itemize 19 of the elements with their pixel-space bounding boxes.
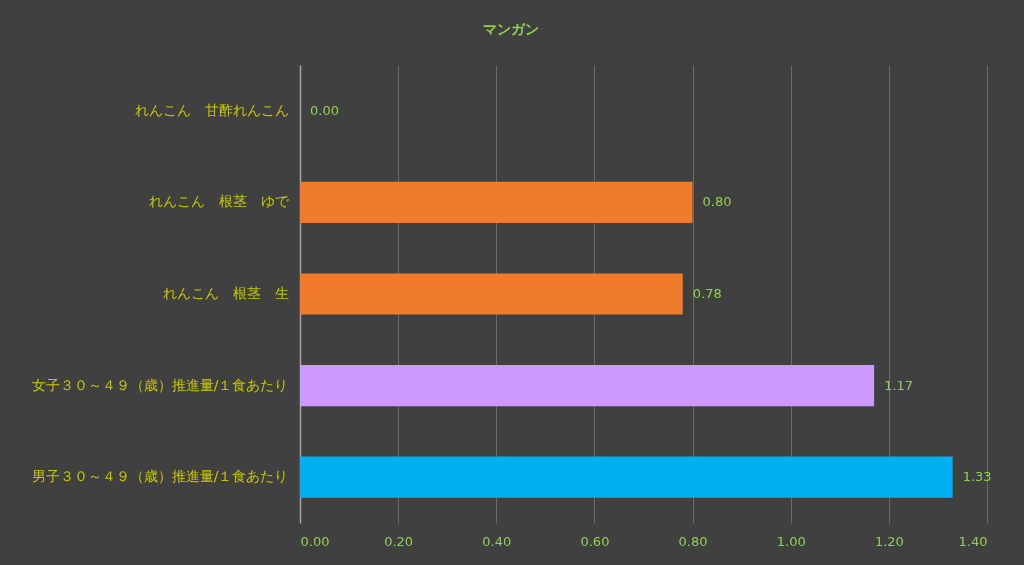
y-tick-label: 女子３０～４９（歳）推進量/１食あたり	[31, 376, 289, 393]
data-label: 0.80	[702, 194, 732, 210]
y-tick-label: れんこん 根茎 生	[162, 285, 289, 301]
x-tick-label: 0.80	[678, 533, 708, 549]
data-label: 1.33	[962, 469, 992, 485]
chart-title: マンガン	[483, 21, 540, 37]
y-tick-label: れんこん 甘酢れんこん	[134, 101, 289, 118]
y-tick-label: れんこん 根茎 ゆで	[148, 193, 290, 210]
x-tick-label: 1.20	[874, 533, 904, 549]
data-label: 1.17	[884, 377, 914, 393]
x-tick-label: 0.60	[580, 533, 610, 549]
x-tick-label: 1.40	[958, 533, 988, 549]
y-tick-label: 男子３０～４９（歳）推進量/１食あたり	[31, 468, 289, 485]
x-tick-label: 0.00	[300, 533, 330, 549]
data-label: 0.00	[310, 102, 339, 118]
x-tick-label: 1.00	[776, 533, 806, 549]
data-label: 0.78	[692, 286, 722, 301]
x-tick-label: 0.20	[384, 533, 414, 549]
x-tick-label: 0.40	[482, 533, 512, 549]
